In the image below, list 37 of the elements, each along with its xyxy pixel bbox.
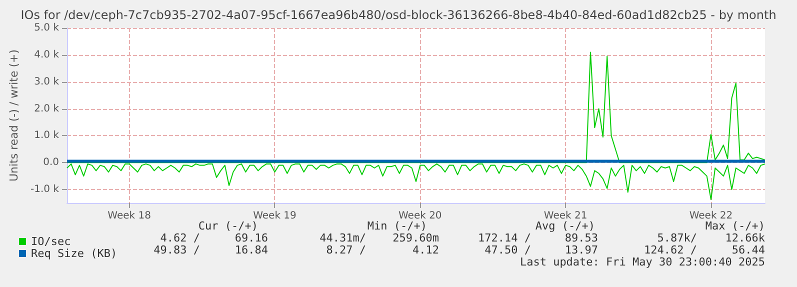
text: 5.87k/ [657,232,697,244]
text: Last update: Fri May 30 23:00:40 2025 [520,256,765,268]
text: 259.60m [392,232,440,244]
text: 12.66k [725,232,766,244]
y-tick-label: 2.0 k [34,103,60,114]
text: 44.31m/ [320,232,366,244]
x-tick-label: Week 21 [544,210,588,222]
legend-label: Req Size (KB) [31,247,118,260]
text: 56.44 [732,244,766,256]
text: 124.62 / [644,244,697,256]
y-tick-label: -1.0 k [30,184,60,196]
text: Avg (-/+) [535,220,595,232]
text: 49.83 / [154,244,200,256]
y-tick-label: 3.0 k [34,76,60,88]
legend-label: IO/sec [31,235,71,248]
text: 89.53 [564,232,598,244]
y-tick-label: 0.0 [43,157,59,168]
chart-title: IOs for /dev/ceph-7c7cb935-2702-4a07-95cf-1667ea96b480/osd-block-36136266-8be8-4b40-84ed-60ad1d82cb25 - by month [20,8,776,22]
text: 16.84 [234,244,268,256]
text: 4.62 / [160,232,200,244]
y-tick-label: 1.0 k [34,130,60,142]
text: 69.16 [234,232,268,244]
text: Max (-/+) [705,220,765,232]
y-tick-label: 4.0 k [34,49,60,60]
text: 13.97 [564,244,598,256]
x-tick-label: Week 18 [108,210,151,222]
text: 4.12 [412,244,439,256]
text: Min (-/+) [367,220,427,232]
y-axis-title: Units read (-) / write (+) [8,49,21,182]
x-tick-label: Week 22 [689,210,733,222]
x-tick-label: Week 19 [253,210,296,222]
text: 47.50 / [484,244,531,256]
text: Cur (-/+) [198,220,258,232]
text: 172.14 / [478,232,531,244]
text: 8.27 / [326,244,366,256]
x-tick-label: Week 20 [398,210,442,222]
y-tick-label: 5.0 k [34,22,60,34]
